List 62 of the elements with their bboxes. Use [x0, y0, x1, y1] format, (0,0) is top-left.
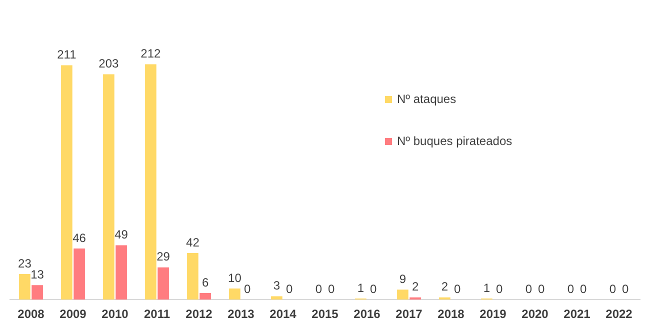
data-label: 0	[454, 282, 461, 296]
data-label: 1	[483, 280, 490, 295]
data-label: 0	[286, 282, 293, 296]
x-tick-label: 2021	[564, 307, 591, 322]
bar	[439, 297, 450, 300]
data-label: 0	[609, 282, 616, 296]
data-label: 6	[202, 275, 209, 290]
bar	[410, 297, 421, 300]
x-tick-label: 2013	[228, 307, 255, 322]
data-label: 0	[567, 282, 574, 296]
bar	[158, 267, 169, 300]
data-label: 13	[30, 267, 44, 282]
legend-label: Nº buques pirateados	[397, 134, 512, 148]
x-tick-label: 2016	[354, 307, 381, 322]
x-tick-label: 2017	[396, 307, 423, 322]
bar	[145, 64, 156, 300]
data-label: 23	[18, 256, 32, 270]
data-label: 0	[525, 282, 532, 296]
bar	[187, 252, 198, 300]
bar	[19, 274, 30, 300]
data-label: 212	[140, 46, 162, 61]
data-label: 2	[441, 280, 448, 294]
x-tick-label: 2015	[312, 307, 339, 322]
data-label: 9	[399, 272, 406, 286]
bar	[61, 65, 72, 300]
bar	[103, 74, 114, 300]
x-tick-label: 2020	[522, 307, 549, 322]
legend-label: Nº ataques	[397, 92, 456, 106]
data-label: 10	[228, 270, 242, 285]
data-label: 0	[315, 282, 322, 296]
data-label: 0	[328, 282, 335, 296]
data-label: 0	[622, 282, 629, 296]
bar	[32, 285, 43, 300]
bar	[200, 292, 211, 300]
data-label: 0	[370, 282, 377, 296]
data-label: 2	[412, 280, 419, 294]
data-label: 42	[186, 235, 200, 250]
x-tick-label: 2008	[18, 307, 45, 322]
data-label: 1	[357, 280, 364, 295]
x-tick-label: 2011	[144, 307, 170, 322]
x-tick-label: 2010	[102, 307, 129, 322]
data-label: 0	[580, 282, 587, 296]
bar	[74, 248, 85, 300]
x-tick-label: 2012	[186, 307, 213, 322]
data-label: 3	[273, 278, 280, 293]
data-label: 0	[496, 282, 503, 296]
bar	[397, 290, 408, 300]
x-tick-label: 2019	[480, 307, 507, 322]
bar	[271, 296, 282, 300]
x-tick-label: 2022	[606, 307, 633, 322]
bar	[229, 288, 240, 300]
data-label: 203	[98, 56, 120, 70]
bar	[116, 245, 127, 300]
x-tick-label: 2014	[270, 307, 297, 322]
x-tick-label: 2009	[60, 307, 87, 322]
x-tick-label: 2018	[438, 307, 465, 322]
data-label: 211	[57, 48, 77, 62]
data-label: 0	[244, 282, 251, 296]
data-label: 0	[538, 282, 545, 296]
data-label: 46	[72, 230, 86, 245]
data-label: 29	[156, 250, 170, 264]
data-label: 49	[114, 228, 128, 242]
